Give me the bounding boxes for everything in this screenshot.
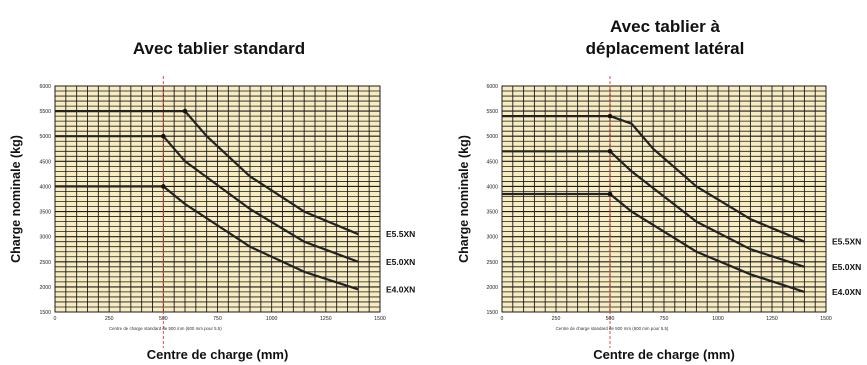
- y-tick-label: 3000: [486, 235, 498, 241]
- x-tick-label: 750: [660, 316, 669, 322]
- x-tick-label: 250: [105, 316, 114, 322]
- series-marker: [607, 113, 613, 119]
- y-tick-label: 4500: [39, 159, 51, 165]
- x-tick-label: 0: [501, 316, 504, 322]
- x-axis-label: Centre de charge (mm): [147, 347, 289, 362]
- series-marker: [161, 184, 166, 189]
- x-tick-label: 1000: [266, 316, 278, 322]
- series-line: [55, 109, 359, 236]
- series-marker: [161, 133, 166, 139]
- chart-panel-side-shift: Avec tablier à déplacement latéral 1500 20…: [457, 17, 861, 362]
- axis-note: Centre de charge standard de 500 mm (600…: [109, 326, 222, 331]
- x-tick-label: 1500: [820, 316, 832, 322]
- series-marker: [607, 191, 613, 197]
- y-tick-label: 4500: [486, 159, 498, 165]
- chart-title: Avec tablier à déplacement latéral: [586, 17, 745, 58]
- x-tick-label: 0: [54, 316, 57, 322]
- series-line: [502, 192, 805, 293]
- series-label: E5.0XN: [386, 257, 415, 267]
- series-label: E5.0XN: [832, 262, 861, 272]
- series-label: E5.5XN: [832, 237, 861, 247]
- series-marker: [607, 148, 613, 154]
- series-label: E4.0XN: [832, 287, 861, 297]
- y-tick-label: 3500: [39, 210, 51, 216]
- chart-panel-standard: Avec tablier standard 150020002500300035…: [9, 39, 415, 362]
- y-tick-label: 3500: [486, 210, 498, 216]
- chart-title-line: Avec tablier à: [610, 17, 720, 36]
- series-line: [502, 150, 805, 268]
- y-tick-label: 3000: [39, 235, 51, 241]
- x-tick-label: 1250: [766, 316, 778, 322]
- axis-note: Centre de charge standard de 500 mm (600…: [556, 326, 669, 331]
- y-tick-label: 6000: [39, 84, 51, 90]
- y-tick-label: 5500: [486, 109, 498, 115]
- grid: [501, 85, 827, 313]
- series-label: E4.0XN: [386, 284, 415, 294]
- x-tick-label: 750: [213, 316, 222, 322]
- series-label: E5.5XN: [386, 229, 415, 239]
- chart-title-line: déplacement latéral: [586, 39, 745, 58]
- series-line: [55, 135, 359, 263]
- y-tick-label: 4000: [486, 184, 498, 190]
- y-tick-label: 2000: [486, 285, 498, 291]
- y-tick-label: 2500: [486, 260, 498, 266]
- x-axis-label: Centre de charge (mm): [593, 347, 735, 362]
- x-tick-label: 1500: [374, 316, 386, 322]
- y-tick-label: 5000: [39, 134, 51, 140]
- series-marker: [182, 108, 188, 114]
- x-tick-label: 250: [552, 316, 561, 322]
- y-axis-label: Charge nominale (kg): [9, 135, 23, 263]
- chart-title: Avec tablier standard: [133, 39, 305, 58]
- x-tick-label: 1000: [712, 316, 724, 322]
- y-tick-label: 5500: [39, 109, 51, 115]
- y-tick-label: 4000: [39, 184, 51, 190]
- y-tick-label: 1500: [39, 310, 51, 316]
- x-tick-label: 1250: [320, 316, 332, 322]
- y-tick-label: 2000: [39, 285, 51, 291]
- y-tick-label: 6000: [486, 84, 498, 90]
- y-tick-label: 5000: [486, 134, 498, 140]
- y-tick-label: 2500: [39, 260, 51, 266]
- y-tick-label: 1500: [486, 310, 498, 316]
- y-axis-label: Charge nominale (kg): [457, 135, 471, 263]
- series-line: [55, 185, 359, 291]
